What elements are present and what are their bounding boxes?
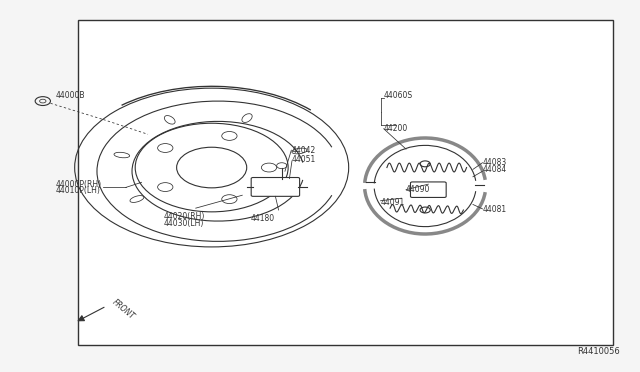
Circle shape: [420, 161, 430, 167]
Text: 44030(LH): 44030(LH): [164, 219, 204, 228]
Text: 44000B: 44000B: [56, 91, 85, 100]
FancyBboxPatch shape: [410, 182, 446, 198]
FancyBboxPatch shape: [78, 20, 613, 345]
Text: 44091: 44091: [381, 198, 404, 207]
FancyBboxPatch shape: [251, 177, 300, 196]
Text: 44180: 44180: [251, 214, 275, 223]
Circle shape: [420, 207, 430, 213]
Text: 44000P(RH): 44000P(RH): [56, 180, 102, 189]
Text: 44020(RH): 44020(RH): [164, 212, 205, 221]
Text: 44200: 44200: [384, 124, 408, 133]
Text: R4410056: R4410056: [577, 347, 620, 356]
Text: 44090: 44090: [406, 185, 430, 194]
Text: 44010P(LH): 44010P(LH): [56, 186, 100, 195]
Text: 44084: 44084: [483, 165, 507, 174]
Text: 44051: 44051: [292, 154, 316, 164]
Text: FRONT: FRONT: [111, 298, 137, 321]
Text: 44083: 44083: [483, 157, 507, 167]
Text: 44042: 44042: [291, 147, 316, 155]
Text: 44081: 44081: [483, 205, 507, 215]
Text: 44060S: 44060S: [384, 91, 413, 100]
